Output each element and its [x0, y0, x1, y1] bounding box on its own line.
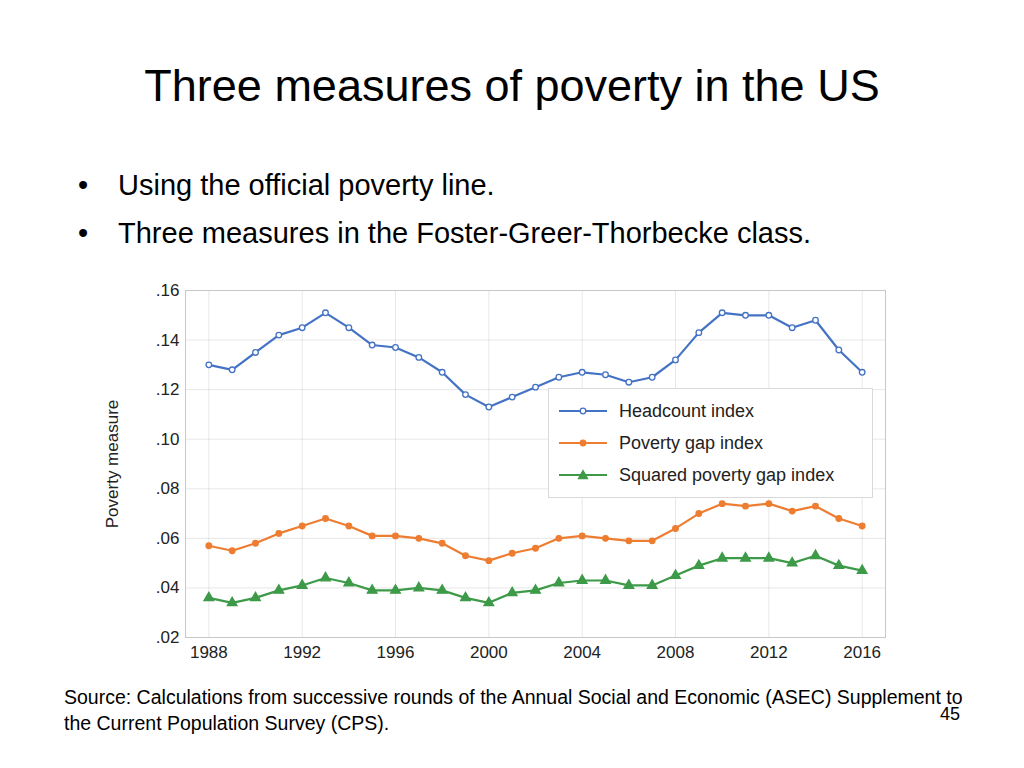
svg-text:2012: 2012	[750, 643, 788, 662]
svg-text:1988: 1988	[190, 643, 228, 662]
html-text:Three measures of poverty in t: Three measures of poverty in the US	[144, 60, 880, 111]
svg-text:.16: .16	[156, 281, 180, 300]
svg-text:1996: 1996	[377, 643, 415, 662]
svg-text:.02: .02	[156, 628, 180, 647]
html-text:Headcount index: Headcount index	[619, 400, 755, 421]
html-text:Squared poverty gap index: Squared poverty gap index	[619, 464, 835, 485]
svg-text:.04: .04	[156, 578, 180, 597]
html-text:Three measures in the Foster-G: Three measures in the Foster-Greer-Thorb…	[118, 217, 811, 249]
html-text:Poverty gap index: Poverty gap index	[619, 432, 764, 453]
html-text:45: 45	[940, 704, 960, 724]
svg-text:.14: .14	[156, 331, 180, 350]
html-text:Source: Calculations from succ: Source: Calculations from successive rou…	[64, 686, 963, 734]
svg-text:2004: 2004	[563, 643, 601, 662]
svg-text:.08: .08	[156, 479, 180, 498]
svg-text:Poverty measure: Poverty measure	[103, 400, 122, 529]
svg-text:2008: 2008	[657, 643, 695, 662]
svg-text:2000: 2000	[470, 643, 508, 662]
svg-text:2016: 2016	[843, 643, 881, 662]
svg-text:1992: 1992	[283, 643, 321, 662]
svg-text:.12: .12	[156, 380, 180, 399]
html-text:Using the official poverty lin: Using the official poverty line.	[118, 169, 495, 201]
svg-text:.06: .06	[156, 529, 180, 548]
svg-text:.10: .10	[156, 430, 180, 449]
